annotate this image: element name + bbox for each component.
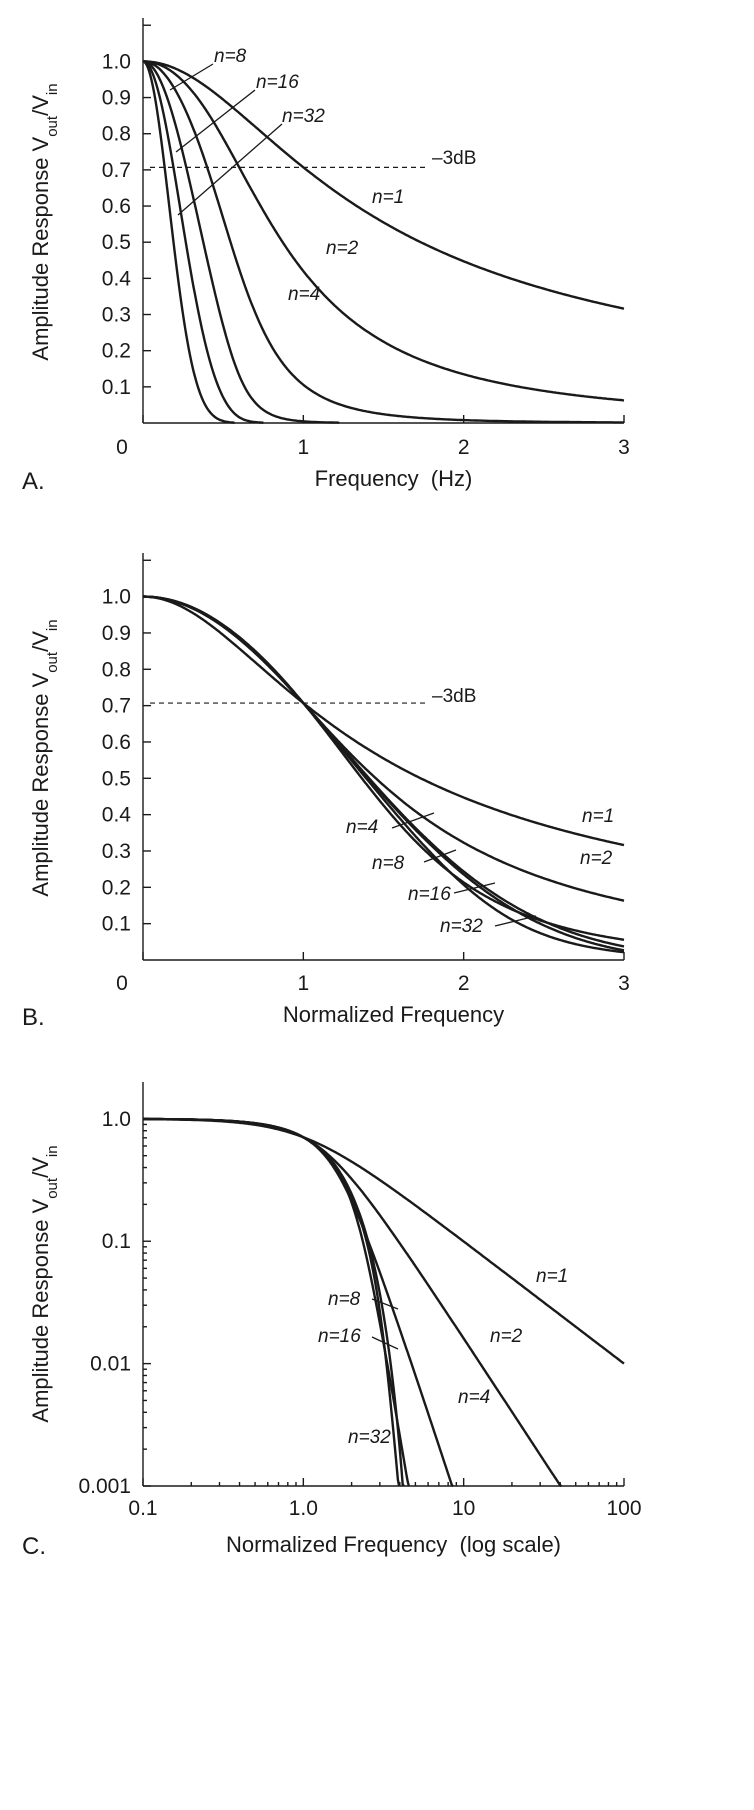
y-tick-label: 1.0 bbox=[102, 1108, 131, 1131]
curve-n-16 bbox=[143, 60, 264, 425]
curve-n-4 bbox=[143, 1117, 454, 1488]
label-leader-line bbox=[423, 849, 457, 863]
curve-n-32 bbox=[143, 595, 625, 948]
curve-label: n=8 bbox=[372, 853, 405, 874]
curve-label: n=32 bbox=[440, 916, 483, 937]
label-leader-line bbox=[371, 1298, 399, 1310]
panel-letter: B. bbox=[22, 1004, 45, 1031]
curve-n-32 bbox=[142, 60, 235, 425]
x-tick-label: 1.0 bbox=[289, 1497, 318, 1520]
curve-n-1 bbox=[143, 1117, 625, 1365]
y-tick-label: 0.2 bbox=[102, 340, 131, 363]
curve-label: n=32 bbox=[348, 1427, 391, 1448]
label-leader-line bbox=[177, 123, 283, 216]
panel-letter: A. bbox=[22, 468, 45, 495]
y-tick-label: 0.7 bbox=[102, 695, 131, 718]
curve-label: n=1 bbox=[582, 806, 614, 827]
panel-letter: C. bbox=[22, 1533, 46, 1560]
curve-label: n=2 bbox=[490, 1326, 523, 1347]
x-axis-title: Normalized Frequency bbox=[283, 1002, 504, 1027]
curve-n-1 bbox=[143, 595, 625, 847]
chart-panel-c: 0.001 0.01 0.1 1.0 0.1 1.0 10 100 Amplitude Resp… bbox=[22, 1082, 642, 1560]
y-tick-label: 0.2 bbox=[102, 876, 131, 899]
label-leader-line bbox=[175, 89, 256, 153]
y-tick-label: 0.4 bbox=[102, 804, 132, 827]
x-tick-label: 3 bbox=[618, 436, 630, 459]
y-tick-label: 0.3 bbox=[102, 840, 131, 863]
label-leader-line bbox=[169, 63, 214, 91]
curve-label: n=4 bbox=[458, 1387, 490, 1408]
x-tick-label: 1 bbox=[297, 436, 309, 459]
curve-label: n=16 bbox=[408, 884, 451, 905]
curve-n-2 bbox=[143, 60, 625, 402]
y-tick-label: 0.6 bbox=[102, 195, 131, 218]
curve-label: n=2 bbox=[326, 238, 359, 259]
label-leader-line bbox=[494, 915, 537, 927]
y-axis-title: Amplitude Response Vout/Vin bbox=[28, 83, 61, 360]
x-tick-label: 100 bbox=[606, 1497, 641, 1520]
chart-panel-b: 0.1 0.2 0.3 0.4 0.5 0.6 0.7 0.8 0.9 1.0 0 1 2 3 Amplit… bbox=[22, 553, 630, 1031]
curve-label: n=1 bbox=[372, 187, 404, 208]
x-tick-label: 0 bbox=[116, 972, 128, 995]
y-tick-label: 0.5 bbox=[102, 767, 131, 790]
curve-label: n=16 bbox=[256, 72, 299, 93]
x-tick-label: 3 bbox=[618, 972, 630, 995]
x-tick-label: 10 bbox=[452, 1497, 475, 1520]
y-tick-label: 0.9 bbox=[102, 87, 131, 110]
curve-label: n=1 bbox=[536, 1266, 568, 1287]
curve-n-4 bbox=[143, 595, 625, 941]
y-axis-title: Amplitude Response Vout/Vin bbox=[28, 1145, 61, 1422]
label-leader-line bbox=[391, 812, 435, 829]
x-tick-label: 1 bbox=[297, 972, 309, 995]
curve-n-4 bbox=[143, 60, 624, 424]
curve-n-8 bbox=[143, 60, 340, 425]
y-tick-label: 0.1 bbox=[102, 1230, 131, 1253]
x-tick-label: 0 bbox=[116, 436, 128, 459]
y-tick-label: 0.4 bbox=[102, 267, 132, 290]
x-tick-label: 2 bbox=[458, 436, 470, 459]
y-tick-label: 0.7 bbox=[102, 159, 131, 182]
y-tick-label: 0.9 bbox=[102, 622, 131, 645]
curve-label: n=32 bbox=[282, 106, 325, 127]
curve-label: n=16 bbox=[318, 1326, 361, 1347]
label-leader-line bbox=[371, 1336, 399, 1350]
y-tick-label: 0.6 bbox=[102, 731, 131, 754]
curve-label: n=8 bbox=[214, 46, 247, 67]
curve-n-16 bbox=[143, 595, 625, 952]
y-tick-label: 1.0 bbox=[102, 50, 131, 73]
y-tick-label: 0.8 bbox=[102, 123, 131, 146]
curve-n-32 bbox=[143, 1117, 405, 1487]
label-leader-line bbox=[453, 882, 496, 894]
curve-label: n=8 bbox=[328, 1289, 361, 1310]
y-tick-label: 0.01 bbox=[90, 1353, 131, 1376]
y-tick-label: 0.1 bbox=[102, 913, 131, 936]
curve-n-1 bbox=[143, 60, 625, 310]
curve-label: n=2 bbox=[580, 848, 613, 869]
y-axis-title: Amplitude Response Vout/Vin bbox=[28, 619, 61, 896]
minus-3db-label: –3dB bbox=[432, 686, 476, 707]
y-tick-label: 1.0 bbox=[102, 586, 131, 609]
curve-label: n=4 bbox=[288, 284, 320, 305]
curve-n-8 bbox=[143, 595, 625, 954]
curve-label: n=4 bbox=[346, 817, 378, 838]
x-tick-label: 0.1 bbox=[128, 1497, 157, 1520]
y-tick-label: 0.5 bbox=[102, 231, 131, 254]
y-tick-label: 0.8 bbox=[102, 658, 131, 681]
y-tick-label: 0.1 bbox=[102, 376, 131, 399]
minus-3db-label: –3dB bbox=[432, 148, 476, 169]
x-axis-title: Frequency (Hz) bbox=[315, 466, 473, 491]
x-tick-label: 2 bbox=[458, 972, 470, 995]
chart-panel-a: 0.1 0.2 0.3 0.4 0.5 0.6 0.7 0.8 0.9 1.0 0 1 2 3 Amplit… bbox=[22, 18, 630, 495]
y-tick-label: 0.3 bbox=[102, 304, 131, 327]
x-axis-title: Normalized Frequency (log scale) bbox=[226, 1532, 561, 1557]
y-tick-label: 0.001 bbox=[78, 1475, 131, 1498]
